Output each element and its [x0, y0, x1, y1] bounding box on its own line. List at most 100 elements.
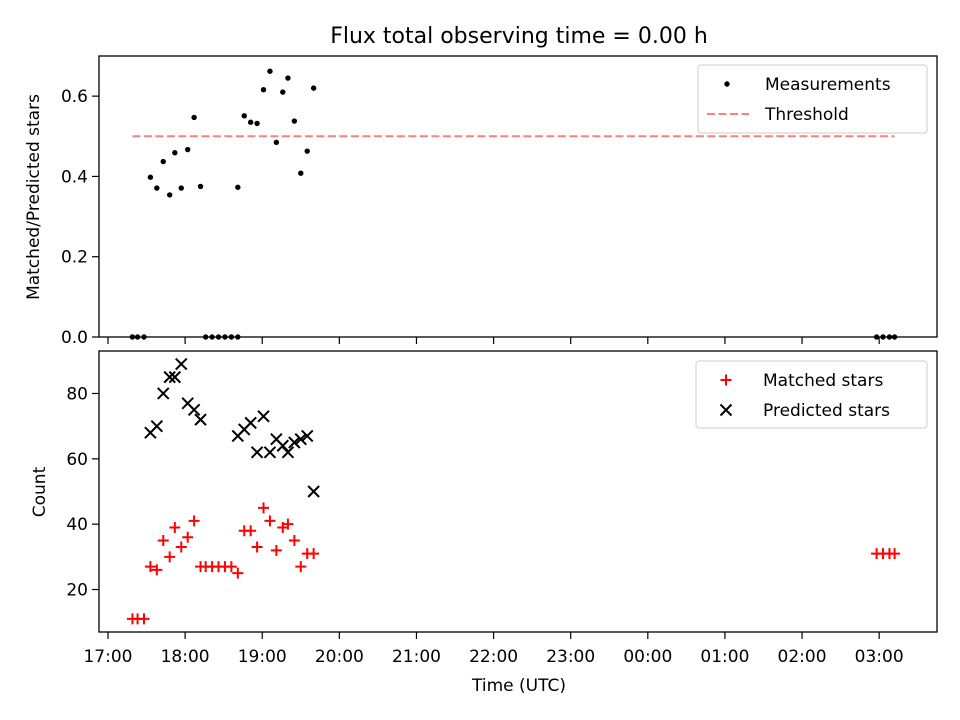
predicted-star-point — [168, 370, 182, 384]
bottom-axes-frame — [98, 350, 938, 633]
matched-star-point — [225, 561, 237, 573]
predicted-star-point — [175, 357, 188, 371]
bottom-y-tick-label: 40 — [66, 515, 88, 535]
matched-star-point — [169, 521, 181, 533]
top-y-tick-label: 0.4 — [61, 167, 88, 187]
measurement-point — [191, 114, 197, 121]
predicted-star-point — [187, 403, 201, 417]
predicted-star-point — [194, 413, 207, 426]
matched-star-point — [144, 561, 156, 573]
matched-star-point — [232, 567, 244, 579]
legend-threshold-label: Threshold — [764, 105, 849, 125]
bottom-x-tick-label: 01:00 — [700, 647, 749, 667]
measurement-point — [166, 192, 173, 198]
predicted-star-point — [307, 485, 320, 498]
matched-star-point — [157, 535, 169, 547]
predicted-star-point — [281, 446, 295, 459]
predicted-star-point — [244, 416, 257, 430]
bottom-y-tick-label: 20 — [66, 581, 88, 601]
top-legend: Measurements Threshold — [697, 64, 928, 134]
predicted-star-point — [157, 387, 170, 400]
matched-star-point — [282, 518, 294, 530]
top-x-tick-marks — [107, 337, 880, 344]
top-plot-area — [129, 68, 898, 340]
bottom-x-tick-label: 18:00 — [161, 647, 210, 667]
measurement-point — [273, 139, 280, 146]
predicted-star-point — [294, 433, 307, 446]
legend-measurements-label: Measurements — [765, 75, 891, 95]
bottom-legend-box — [695, 360, 928, 429]
bottom-panel: 20 40 60 80 17:00 18:00 19:00 20:00 21:00 22:00 2… — [30, 350, 938, 667]
top-legend-box — [697, 64, 928, 134]
top-axes-frame — [98, 55, 938, 338]
matched-star-point — [164, 551, 176, 563]
matched-star-point — [251, 541, 263, 553]
matched-star-point — [264, 515, 276, 527]
top-y-tick-label: 0.2 — [61, 248, 88, 268]
top-y-tick-label: 0.6 — [61, 87, 88, 107]
measurement-point — [280, 89, 286, 95]
predicted-star-point — [288, 436, 301, 449]
matched-star-point — [270, 544, 282, 556]
top-y-axis: 0.0 0.2 0.4 0.6 — [61, 87, 99, 348]
measurement-point — [260, 87, 267, 93]
predicted-star-point — [250, 446, 264, 459]
top-y-axis-label: Matched/Predicted stars — [24, 94, 44, 300]
measurement-point — [147, 174, 154, 180]
bottom-x-tick-label: 02:00 — [778, 647, 827, 667]
measurement-point — [291, 118, 298, 124]
matched-star-point — [188, 515, 200, 527]
predicted-star-point — [301, 429, 314, 443]
legend-predicted-marker — [719, 403, 733, 417]
predicted-star-point — [163, 370, 176, 384]
measurement-point — [178, 185, 184, 191]
measurement-point — [267, 68, 273, 74]
bottom-y-tick-label: 80 — [66, 384, 88, 404]
bottom-y-axis-label: Count — [30, 466, 50, 517]
bottom-x-tick-label: 03:00 — [855, 647, 904, 667]
measurement-point — [154, 185, 160, 191]
top-panel: 0.0 0.2 0.4 0.6 Matched/Predicted stars Mea… — [24, 55, 938, 348]
matched-star-point — [889, 548, 901, 560]
predicted-star-point — [150, 419, 164, 433]
matched-star-point — [151, 564, 163, 576]
bottom-legend: Matched stars Predicted stars — [695, 360, 928, 429]
bottom-plot-area — [126, 357, 901, 625]
measurement-point — [304, 148, 310, 154]
bottom-y-axis: 20 40 60 80 — [66, 384, 99, 601]
measurement-point — [285, 75, 291, 81]
bottom-x-tick-label: 17:00 — [83, 647, 132, 667]
measurement-point — [160, 158, 166, 165]
matched-star-point — [308, 548, 320, 560]
figure-title: Flux total observing time = 0.00 h — [330, 24, 708, 49]
bottom-x-axis: 17:00 18:00 19:00 20:00 21:00 22:00 23:00 00:00… — [83, 632, 904, 667]
legend-matched-marker — [720, 374, 732, 386]
matched-star-point — [295, 561, 307, 573]
bottom-y-tick-label: 60 — [66, 450, 88, 470]
top-y-tick-label: 0.0 — [61, 328, 88, 348]
bottom-x-tick-label: 19:00 — [238, 647, 287, 667]
bottom-x-tick-label: 23:00 — [546, 647, 595, 667]
matched-star-point — [258, 502, 270, 514]
matched-star-point — [138, 613, 150, 625]
measurement-point — [197, 183, 204, 190]
bottom-x-tick-label: 21:00 — [392, 647, 441, 667]
measurement-point — [247, 119, 254, 125]
legend-predicted-label: Predicted stars — [763, 401, 890, 421]
measurement-point — [172, 150, 178, 156]
measurement-point — [241, 113, 247, 119]
matched-star-point — [182, 531, 194, 543]
predicted-star-point — [263, 446, 277, 459]
matched-star-point — [288, 535, 300, 547]
measurement-point — [184, 146, 191, 153]
predicted-star-point — [257, 410, 270, 423]
legend-measurements-marker — [724, 81, 730, 87]
measurement-point — [310, 85, 317, 91]
matched-star-point — [245, 525, 257, 537]
bottom-x-tick-label: 20:00 — [315, 647, 364, 667]
matched-star-point — [175, 541, 187, 553]
measurement-point — [254, 120, 260, 127]
bottom-x-tick-label: 22:00 — [469, 647, 518, 667]
x-axis-label: Time (UTC) — [471, 676, 566, 696]
